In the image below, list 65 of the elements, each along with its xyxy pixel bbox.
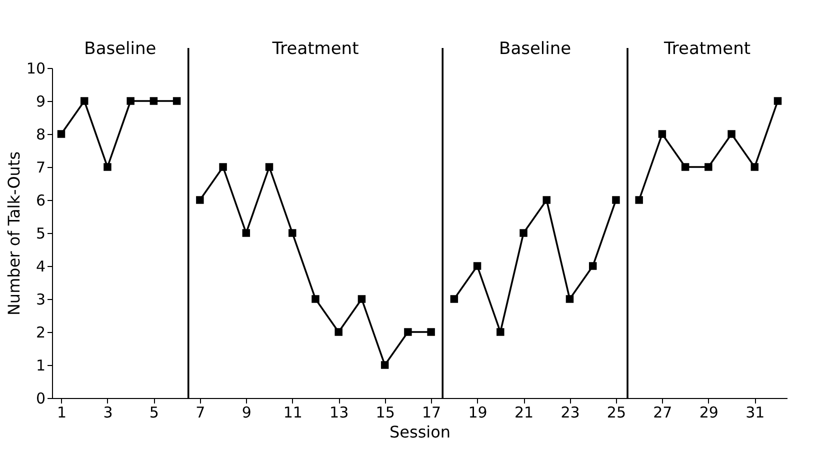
y-tick-label: 5 <box>36 224 46 242</box>
point <box>542 196 550 204</box>
y-tick-label: 4 <box>36 258 46 276</box>
point <box>358 295 366 303</box>
point <box>126 97 134 105</box>
point <box>450 295 458 303</box>
y-tick-label: 9 <box>36 92 46 110</box>
point <box>288 229 296 237</box>
x-tick-label: 3 <box>103 404 113 422</box>
text: Baseline <box>499 39 572 59</box>
point <box>334 328 342 336</box>
x-tick-label: 1 <box>56 404 67 422</box>
x-axis-title: Session <box>389 422 451 442</box>
point <box>57 130 66 138</box>
point <box>80 97 88 105</box>
point <box>728 130 736 138</box>
point <box>219 163 227 171</box>
point <box>658 130 666 138</box>
point <box>312 295 320 303</box>
point <box>473 262 482 270</box>
x-tick-label: 11 <box>283 404 302 422</box>
point <box>566 295 574 303</box>
x-tick-label: 13 <box>330 404 349 422</box>
x-tick-label: 25 <box>606 404 626 422</box>
y-tick-label: 3 <box>36 290 46 308</box>
point <box>196 196 204 204</box>
x-tick-label: 17 <box>422 404 442 422</box>
point <box>635 196 643 204</box>
x-tick-label: 5 <box>149 404 159 422</box>
x-tick-label: 29 <box>699 404 718 422</box>
point <box>704 163 712 171</box>
point <box>404 328 412 336</box>
x-tick-label: 7 <box>196 404 206 422</box>
x-tick-label: 19 <box>468 404 488 422</box>
x-tick-label: 23 <box>560 404 580 422</box>
point <box>588 262 597 270</box>
y-axis-title: Number of Talk-Outs <box>4 151 24 316</box>
x-tick-label: 31 <box>746 404 765 422</box>
y-tick-label: 6 <box>36 192 46 210</box>
x-tick-label: 15 <box>376 404 395 422</box>
point <box>104 163 112 171</box>
x-tick-label: 27 <box>653 404 672 422</box>
point <box>681 163 690 171</box>
text: Treatment <box>271 39 360 59</box>
point <box>150 97 158 105</box>
y-tick-label: 7 <box>36 158 46 176</box>
y-tick-label: 1 <box>36 356 46 374</box>
y-tick-label: 0 <box>36 390 46 408</box>
point <box>496 328 504 336</box>
point <box>427 328 435 336</box>
y-tick-label: 10 <box>26 60 46 78</box>
point <box>380 361 389 369</box>
x-tick-label: 21 <box>514 404 534 422</box>
point <box>520 229 528 237</box>
point <box>265 163 274 171</box>
text: Treatment <box>663 39 751 59</box>
point <box>242 229 250 237</box>
y-tick-label: 8 <box>36 126 46 144</box>
text: Baseline <box>84 39 156 59</box>
y-tick-label: 2 <box>36 324 46 342</box>
point <box>750 163 759 171</box>
point <box>172 97 181 105</box>
point <box>774 97 782 105</box>
x-tick-label: 9 <box>242 404 252 422</box>
point <box>612 196 620 204</box>
